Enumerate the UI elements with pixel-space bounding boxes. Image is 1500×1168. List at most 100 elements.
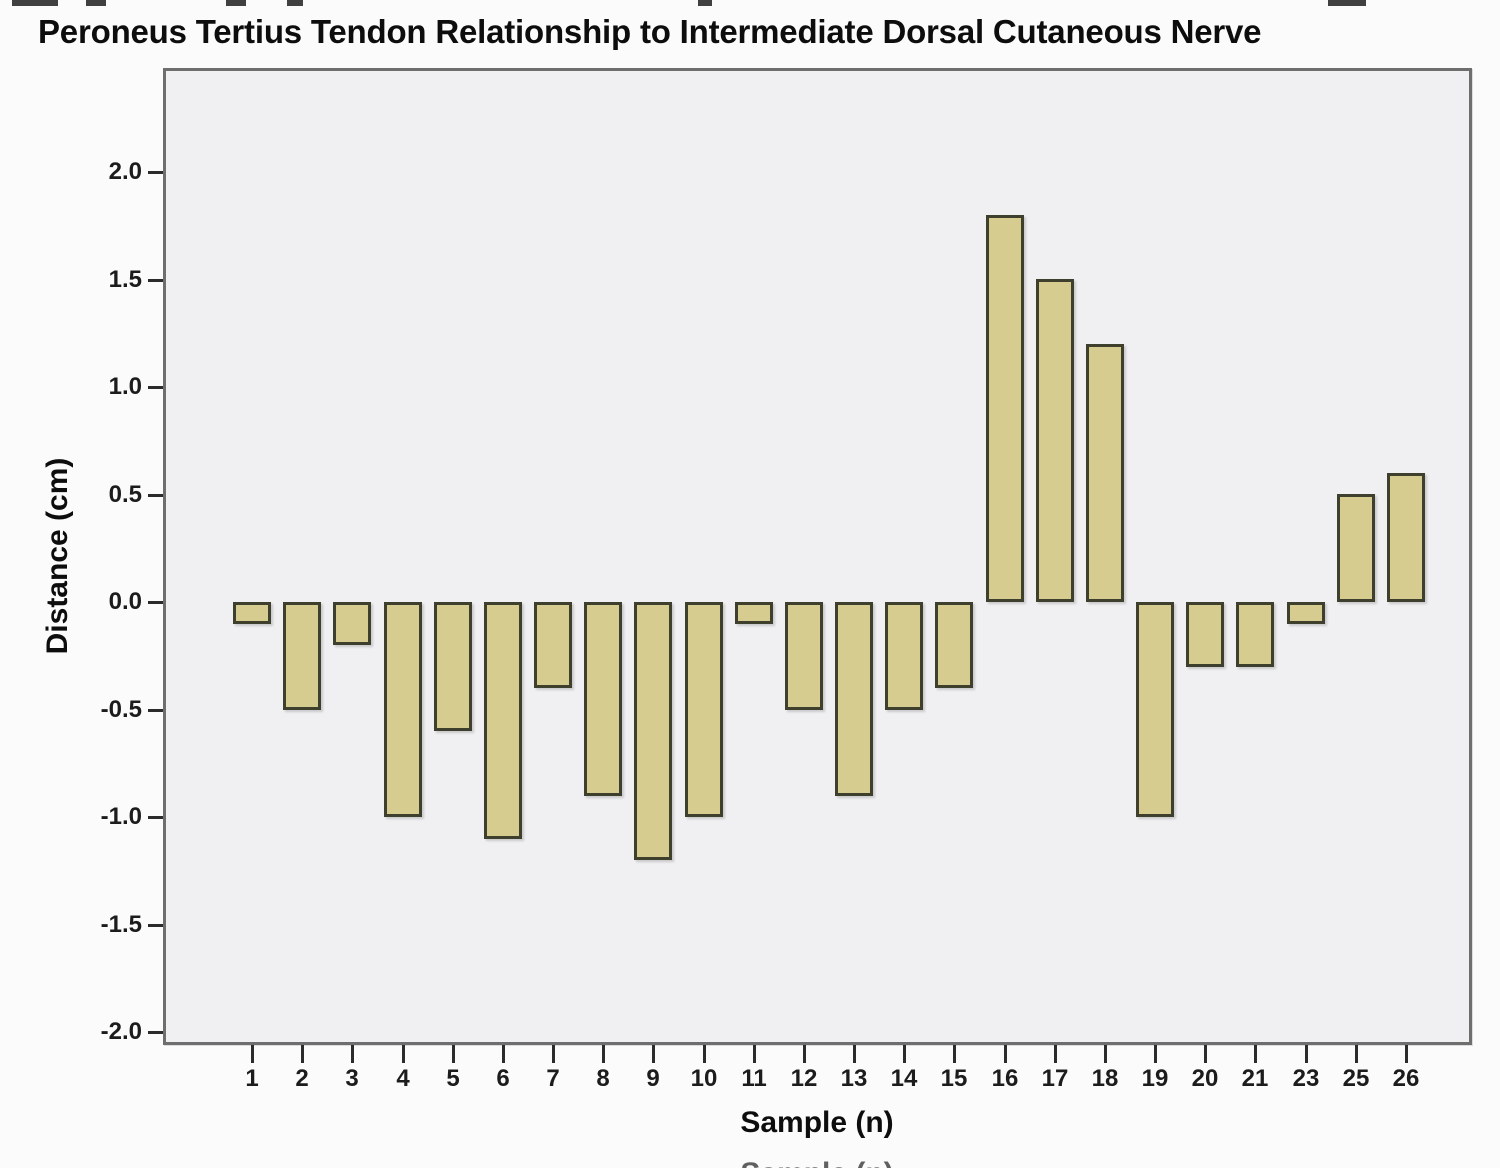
bar-sample-13 [835, 602, 873, 796]
x-tick-label: 5 [446, 1065, 460, 1092]
y-tick-mark [148, 924, 163, 927]
x-tick-label: 19 [1141, 1065, 1169, 1092]
bar-sample-20 [1186, 602, 1224, 667]
y-tick-label: 1.0 [108, 373, 142, 400]
x-tick-mark [602, 1045, 605, 1063]
x-tick-mark [1305, 1045, 1308, 1063]
x-tick-label: 3 [345, 1065, 359, 1092]
x-tick-mark [1154, 1045, 1157, 1063]
plot-area [163, 68, 1472, 1045]
x-tick-label: 15 [940, 1065, 968, 1092]
y-tick-label: 0.5 [108, 481, 142, 508]
x-tick-mark [652, 1045, 655, 1063]
chart-title: Peroneus Tertius Tendon Relationship to … [38, 13, 1262, 50]
bar-sample-8 [584, 602, 622, 796]
x-tick-label: 7 [546, 1065, 560, 1092]
bar-sample-2 [283, 602, 321, 710]
x-tick-label: 2 [295, 1065, 309, 1092]
x-tick-label: 23 [1292, 1065, 1320, 1092]
y-tick-mark [148, 816, 163, 819]
x-tick-mark [251, 1045, 254, 1063]
x-tick-mark [1405, 1045, 1408, 1063]
x-tick-label: 14 [890, 1065, 918, 1092]
bar-sample-11 [735, 602, 773, 624]
x-tick-mark [1104, 1045, 1107, 1063]
x-tick-label: 18 [1091, 1065, 1119, 1092]
y-tick-label: -0.5 [100, 696, 142, 723]
bar-sample-1 [233, 602, 271, 624]
x-tick-mark [853, 1045, 856, 1063]
x-tick-mark [803, 1045, 806, 1063]
x-tick-label: 21 [1241, 1065, 1269, 1092]
x-tick-label: 9 [646, 1065, 660, 1092]
x-tick-label: 25 [1342, 1065, 1370, 1092]
x-tick-mark [1254, 1045, 1257, 1063]
x-tick-label: 10 [690, 1065, 718, 1092]
cropped-glyph-artifact [226, 0, 246, 6]
x-tick-label: 16 [991, 1065, 1019, 1092]
x-tick-label: 26 [1392, 1065, 1420, 1092]
x-tick-mark [301, 1045, 304, 1063]
x-tick-mark [1054, 1045, 1057, 1063]
x-axis-title: Sample (n) [740, 1106, 894, 1139]
y-tick-label: 2.0 [108, 158, 142, 185]
cropped-glyph-artifact [12, 0, 58, 6]
x-tick-mark [903, 1045, 906, 1063]
cropped-glyph-artifact [698, 0, 712, 6]
x-tick-mark [452, 1045, 455, 1063]
y-tick-label: -1.5 [100, 911, 142, 938]
bar-sample-21 [1236, 602, 1274, 667]
bar-sample-5 [434, 602, 472, 731]
x-tick-label: 11 [741, 1065, 767, 1092]
bar-sample-4 [384, 602, 422, 817]
x-tick-label: 12 [790, 1065, 818, 1092]
y-tick-label: -2.0 [100, 1018, 142, 1045]
x-tick-mark [1004, 1045, 1007, 1063]
y-tick-label: 1.5 [108, 266, 142, 293]
bar-sample-10 [685, 602, 723, 817]
bar-sample-26 [1387, 473, 1425, 602]
x-tick-label: 13 [840, 1065, 868, 1092]
bar-sample-16 [986, 215, 1024, 602]
bar-sample-14 [885, 602, 923, 710]
x-tick-label: 20 [1191, 1065, 1219, 1092]
bar-sample-3 [333, 602, 371, 645]
x-tick-mark [502, 1045, 505, 1063]
bar-sample-23 [1287, 602, 1325, 624]
cropped-bottom-axis-label: Sample (n) [740, 1157, 893, 1168]
bar-sample-18 [1086, 344, 1124, 602]
cropped-glyph-artifact [1328, 0, 1366, 6]
y-tick-mark [148, 386, 163, 389]
y-tick-label: 0.0 [108, 588, 142, 615]
bar-sample-19 [1136, 602, 1174, 817]
x-tick-mark [953, 1045, 956, 1063]
x-tick-label: 8 [596, 1065, 610, 1092]
bar-sample-7 [534, 602, 572, 688]
cropped-glyph-artifact [287, 0, 303, 6]
x-tick-mark [351, 1045, 354, 1063]
x-tick-mark [402, 1045, 405, 1063]
y-tick-mark [148, 709, 163, 712]
x-tick-label: 1 [245, 1065, 259, 1092]
y-tick-mark [148, 1031, 163, 1034]
y-tick-mark [148, 494, 163, 497]
y-tick-mark [148, 171, 163, 174]
x-tick-mark [552, 1045, 555, 1063]
y-tick-mark [148, 279, 163, 282]
bar-sample-9 [634, 602, 672, 860]
bar-sample-15 [935, 602, 973, 688]
cropped-glyph-artifact [86, 0, 106, 6]
x-tick-mark [703, 1045, 706, 1063]
x-tick-label: 6 [496, 1065, 510, 1092]
x-tick-mark [753, 1045, 756, 1063]
y-axis-title: Distance (cm) [41, 457, 74, 655]
bar-sample-25 [1337, 494, 1375, 602]
y-tick-mark [148, 601, 163, 604]
x-tick-label: 17 [1041, 1065, 1069, 1092]
bar-sample-12 [785, 602, 823, 710]
x-tick-mark [1355, 1045, 1358, 1063]
x-tick-mark [1204, 1045, 1207, 1063]
bar-sample-6 [484, 602, 522, 839]
y-tick-label: -1.0 [100, 803, 142, 830]
